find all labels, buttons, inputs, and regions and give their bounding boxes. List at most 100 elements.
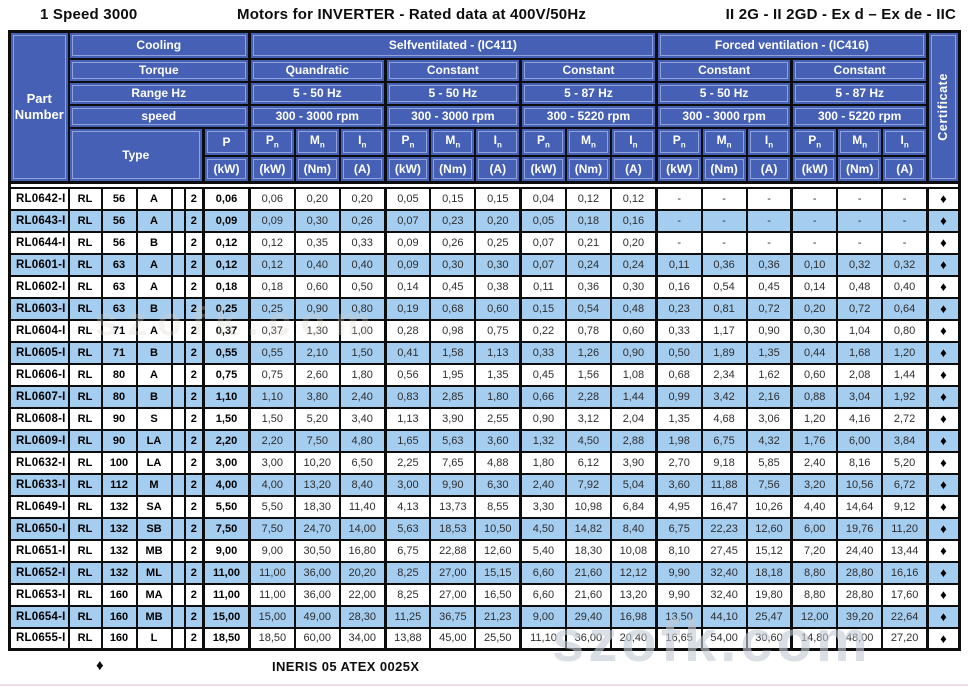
mn-cell: 32,40 (700, 560, 748, 585)
rated-power-cell: 3,00 (202, 450, 251, 475)
mn-cell: 1,17 (700, 318, 748, 343)
pn-cell: 0,20 (790, 296, 839, 321)
col-unit: (A) (609, 154, 658, 184)
mn-cell: 10,20 (293, 450, 341, 475)
mn-cell: 60,00 (293, 626, 341, 651)
part-number-cell: RL0606-I (8, 362, 70, 387)
group4-speed: 300 - 3000 rpm (654, 103, 793, 129)
rated-power-cell: 0,06 (202, 186, 251, 211)
mn-cell: 4,50 (564, 428, 613, 453)
type-variant-cell: B (135, 384, 173, 409)
table-row: RL0644-I RL 56 B 2 0,12 0,12 0,35 0,33 0,09 0,26 0,… (8, 230, 961, 255)
pn-cell: 8,80 (790, 560, 839, 585)
pn-cell: 11,10 (519, 626, 567, 651)
part-label-line2: Number (14, 107, 64, 122)
mn-cell: 18,30 (564, 538, 613, 563)
pn-cell: 0,12 (247, 252, 296, 277)
mn-cell: 14,64 (836, 494, 884, 519)
table-row: RL0649-I RL 132 SA 2 5,50 5,50 18,30 11,40 4,13 13… (8, 494, 961, 519)
in-cell: 0,50 (338, 274, 387, 299)
mn-cell: 1,26 (564, 340, 613, 365)
poles-cell: 2 (183, 428, 205, 453)
part-label-line1: Part (26, 91, 52, 106)
in-cell: 12,60 (745, 516, 793, 541)
col-unit: (kW) (247, 154, 296, 184)
type-empty-cell (170, 230, 186, 255)
part-number-cell: RL0603-I (8, 296, 70, 321)
pn-cell: 0,37 (247, 318, 296, 343)
type-empty-cell (170, 362, 186, 387)
col-symbol-mn: Mn (293, 126, 341, 157)
pn-cell: 4,00 (247, 472, 296, 497)
pn-cell: 0,75 (247, 362, 296, 387)
certificate-diamond: ♦ (925, 538, 961, 563)
type-series-cell: RL (67, 538, 103, 563)
type-size-cell: 132 (100, 494, 138, 519)
in-cell: 0,60 (474, 296, 522, 321)
in-cell: 22,64 (881, 604, 929, 629)
table-row: RL0608-I RL 90 S 2 1,50 1,50 5,20 3,40 1,13 3,90 2,… (8, 406, 961, 431)
pn-cell: 13,88 (383, 626, 432, 651)
pn-cell: 0,33 (654, 318, 703, 343)
mn-cell: 11,88 (700, 472, 748, 497)
pn-cell: 0,30 (790, 318, 839, 343)
certificate-diamond: ♦ (925, 428, 961, 453)
rated-power-cell: 9,00 (202, 538, 251, 563)
pn-cell: 11,25 (383, 604, 432, 629)
poles-cell: 2 (183, 274, 205, 299)
type-series-cell: RL (67, 472, 103, 497)
pn-cell: - (790, 230, 839, 255)
pn-cell: 0,04 (519, 186, 567, 211)
pn-cell: 0,60 (790, 362, 839, 387)
certificate-diamond: ♦ (925, 186, 961, 211)
type-empty-cell (170, 538, 186, 563)
in-cell: 13,44 (881, 538, 929, 563)
mn-cell: 0,90 (293, 296, 341, 321)
type-series-cell: RL (67, 252, 103, 277)
header-row-units: (kW) (kW) (Nm) (A) (kW) (Nm) (A) (kW) (Nm) (A) (k… (10, 154, 960, 184)
type-variant-cell: A (135, 274, 173, 299)
certificate-diamond: ♦ (925, 626, 961, 651)
certificate-diamond: ♦ (925, 604, 961, 629)
in-cell: 25,47 (745, 604, 793, 629)
in-cell: 2,04 (609, 406, 658, 431)
pn-cell: 6,00 (790, 516, 839, 541)
in-cell: 0,64 (881, 296, 929, 321)
type-empty-cell (170, 428, 186, 453)
part-number-cell: RL0604-I (8, 318, 70, 343)
certificate-diamond: ♦ (925, 208, 961, 233)
table-row: RL0653-I RL 160 MA 2 11,00 11,00 36,00 22,00 8,25… (8, 582, 961, 607)
type-size-cell: 63 (100, 274, 138, 299)
part-number-cell: RL0644-I (8, 230, 70, 255)
col-unit: (Nm) (293, 154, 341, 184)
in-cell: 1,50 (338, 340, 387, 365)
part-number-cell: RL0601-I (8, 252, 70, 277)
mn-cell: 3,12 (564, 406, 613, 431)
in-cell: 6,50 (338, 450, 387, 475)
pn-cell: 4,13 (383, 494, 432, 519)
rated-power-cell: 1,50 (202, 406, 251, 431)
type-variant-cell: MA (135, 582, 173, 607)
pn-cell: 4,50 (519, 516, 567, 541)
in-cell: 0,40 (338, 252, 387, 277)
mn-cell: 0,15 (429, 186, 477, 211)
in-cell: 6,72 (881, 472, 929, 497)
certificate-diamond: ♦ (925, 560, 961, 585)
type-size-cell: 71 (100, 318, 138, 343)
in-cell: 1,80 (474, 384, 522, 409)
pn-cell: 0,83 (383, 384, 432, 409)
type-variant-cell: A (135, 318, 173, 343)
mn-cell: - (700, 186, 748, 211)
pn-cell: 0,25 (247, 296, 296, 321)
in-cell: 0,12 (609, 186, 658, 211)
rated-power-cell: 0,12 (202, 230, 251, 255)
rated-power-cell: 0,25 (202, 296, 251, 321)
col-symbol-pn: Pn (383, 126, 432, 157)
in-cell: 0,60 (609, 318, 658, 343)
pn-cell: 1,13 (383, 406, 432, 431)
in-cell: 16,98 (609, 604, 658, 629)
pn-cell: 0,10 (790, 252, 839, 277)
pn-cell: 14,80 (790, 626, 839, 651)
in-cell: 0,32 (881, 252, 929, 277)
in-cell: 4,88 (474, 450, 522, 475)
